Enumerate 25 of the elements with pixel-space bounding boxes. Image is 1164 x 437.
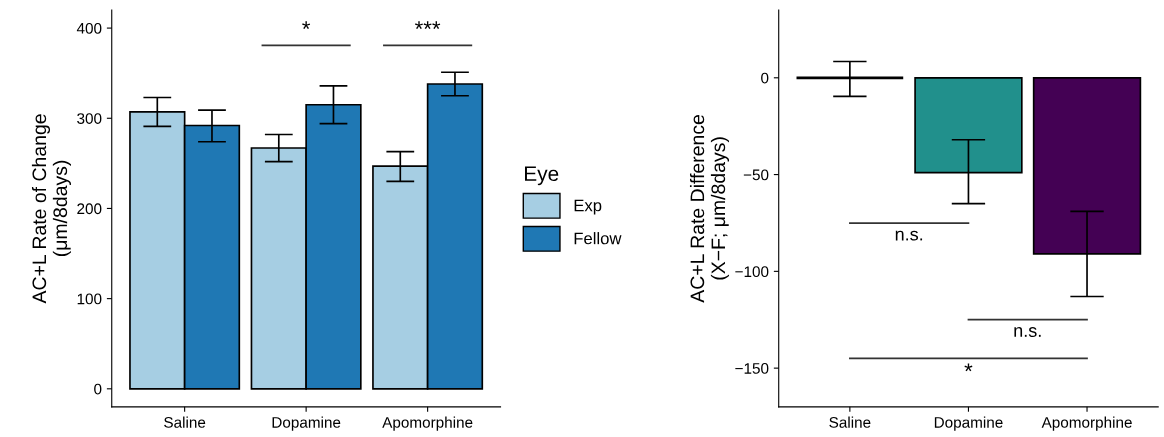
annotation: *: [964, 363, 973, 372]
x-tick-label: Dopamine: [934, 416, 1003, 431]
annotation: n.s.: [1014, 327, 1041, 337]
y-tick-label: 300: [77, 113, 102, 124]
y-tick-label: 100: [77, 293, 102, 305]
x-tick-label: Dopamine: [272, 416, 341, 431]
legend-title: Eye: [525, 166, 559, 186]
annotation: *: [302, 21, 311, 30]
y-tick-label: 400: [76, 22, 102, 34]
annotation: n.s.: [895, 230, 923, 241]
y-tick-label: −100: [735, 266, 769, 278]
annotation: ***: [415, 21, 441, 30]
x-tick-label: Saline: [829, 416, 871, 428]
x-tick-label: Apomorphine: [382, 416, 473, 431]
y-tick-label: −150: [735, 363, 769, 374]
x-tick-label: Saline: [164, 416, 206, 428]
legend-label: Exp: [574, 199, 602, 215]
y-axis-title: AC+L Rate Difference (X−F; μm/8days): [689, 115, 730, 303]
y-tick-label: −50: [743, 169, 769, 181]
y-axis-title: AC+L Rate of Change (μm/8days): [31, 114, 71, 304]
y-tick-label: 0: [94, 383, 102, 395]
x-tick-label: Apomorphine: [1041, 416, 1132, 431]
y-tick-label: 0: [761, 72, 769, 84]
legend-label: Fellow: [574, 232, 622, 245]
y-tick-label: 200: [77, 203, 102, 215]
